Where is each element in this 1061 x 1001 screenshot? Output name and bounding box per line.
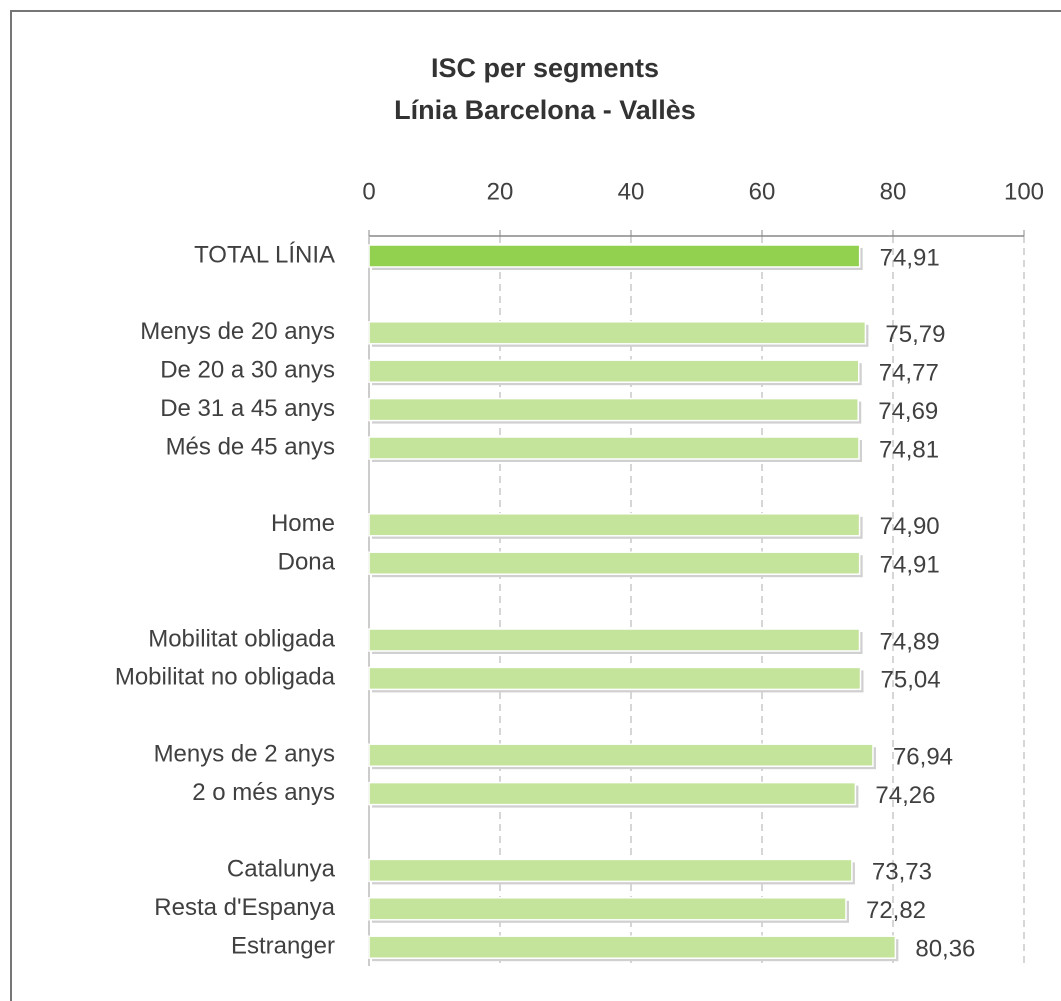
bar — [368, 244, 861, 268]
y-tick-label: Menys de 20 anys — [140, 318, 335, 345]
value-label: 75,04 — [881, 667, 941, 694]
value-label: 74,69 — [878, 398, 938, 425]
bar — [368, 743, 874, 767]
bar — [368, 858, 853, 883]
y-tick-label: TOTAL LÍNIA — [194, 241, 335, 268]
value-label: 76,94 — [893, 744, 953, 771]
value-label: 74,91 — [880, 244, 940, 271]
y-tick-label: Home — [271, 510, 335, 537]
bar — [368, 935, 897, 959]
y-tick-label: De 20 a 30 anys — [160, 357, 335, 384]
y-tick-label: Mobilitat no obligada — [115, 664, 336, 691]
bar — [368, 321, 867, 345]
chart-subtitle: Línia Barcelona - Vallès — [394, 95, 696, 125]
chart-title: ISC per segments — [431, 53, 659, 83]
value-label: 74,91 — [880, 552, 940, 579]
x-tick-label: 100 — [1004, 178, 1044, 205]
x-tick-label: 20 — [487, 178, 514, 205]
y-tick-label: Mobilitat obligada — [148, 625, 335, 652]
value-label: 74,89 — [880, 628, 940, 655]
value-label: 72,82 — [866, 897, 926, 924]
value-label: 80,36 — [915, 936, 975, 963]
bar — [368, 436, 860, 460]
x-tick-label: 60 — [749, 178, 776, 205]
bar — [368, 628, 861, 652]
y-tick-label: 2 o més anys — [192, 779, 335, 806]
value-label: 74,26 — [875, 782, 935, 809]
y-tick-label: De 31 a 45 anys — [160, 395, 335, 422]
x-tick-label: 40 — [618, 178, 645, 205]
y-tick-label: Menys de 2 anys — [154, 741, 335, 768]
x-tick-label: 0 — [362, 178, 375, 205]
value-label: 74,77 — [879, 360, 939, 387]
y-tick-label: Resta d'Espanya — [154, 894, 335, 921]
value-label: 74,90 — [880, 513, 940, 540]
bar — [368, 359, 860, 383]
chart-frame — [10, 10, 1061, 1001]
y-tick-label: Catalunya — [227, 856, 336, 883]
bar — [368, 781, 857, 806]
y-tick-label: Dona — [278, 549, 336, 576]
bar — [368, 513, 861, 537]
x-tick-label: 80 — [880, 178, 907, 205]
value-label: 74,81 — [879, 436, 939, 463]
value-label: 73,73 — [872, 859, 932, 886]
y-tick-label: Més de 45 anys — [166, 433, 335, 460]
value-label: 75,79 — [885, 321, 945, 348]
bar — [368, 551, 861, 575]
y-tick-label: Estranger — [231, 933, 335, 960]
bar — [368, 666, 862, 691]
bar — [368, 897, 847, 921]
bar — [368, 397, 859, 422]
